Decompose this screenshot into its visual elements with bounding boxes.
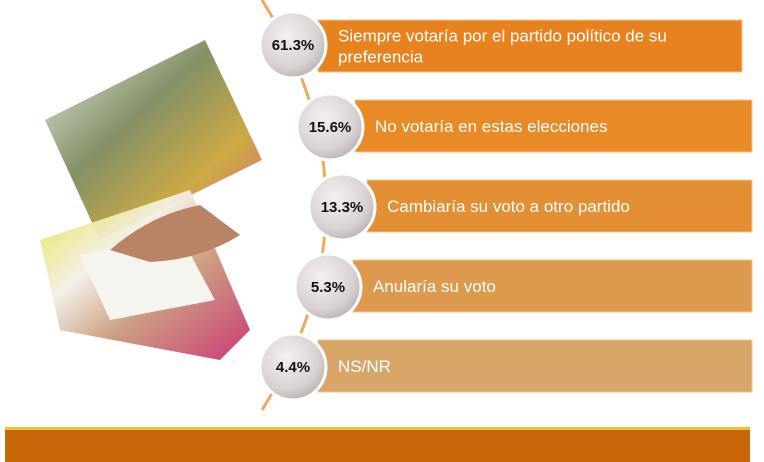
percent-circle <box>293 252 363 322</box>
item-label: preferencia <box>338 48 424 67</box>
item-label: Anularía su voto <box>373 277 496 296</box>
percent-circle <box>295 92 365 162</box>
item-label: NS/NR <box>338 357 391 376</box>
percent-circle <box>258 332 328 402</box>
photo <box>40 40 262 360</box>
percent-circle <box>258 10 328 80</box>
item-box <box>354 99 753 153</box>
percent-label: 4.4% <box>276 359 310 376</box>
footer-bar <box>5 430 750 462</box>
percent-label: 15.6% <box>309 119 352 136</box>
percent-label: 5.3% <box>311 279 345 296</box>
item-label: Siempre votaría por el partido político … <box>338 27 667 46</box>
item-box <box>317 19 743 73</box>
footer-line <box>5 427 750 430</box>
percent-label: 13.3% <box>321 199 364 216</box>
percent-circle <box>307 172 377 242</box>
percent-label: 61.3% <box>272 37 315 54</box>
item-label: No votaría en estas elecciones <box>375 117 607 136</box>
item-label: Cambiaría su voto a otro partido <box>387 197 630 216</box>
